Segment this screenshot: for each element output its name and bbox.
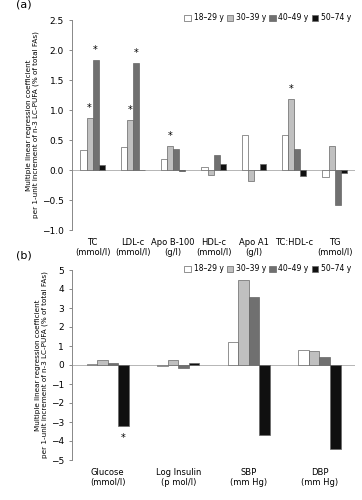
Bar — [294, 149, 300, 170]
Legend: 18–29 y, 30–39 y, 40–49 y, 50–74 y: 18–29 y, 30–39 y, 40–49 y, 50–74 y — [185, 14, 351, 22]
Bar — [220, 164, 226, 170]
Bar — [118, 365, 129, 426]
Bar — [282, 135, 288, 170]
Bar — [341, 170, 347, 173]
Bar — [87, 118, 93, 170]
Bar — [329, 146, 334, 170]
Bar — [108, 364, 118, 365]
Bar — [260, 365, 270, 435]
Text: (b): (b) — [16, 250, 32, 260]
Bar — [320, 358, 330, 365]
Bar — [87, 364, 97, 365]
Text: *: * — [121, 433, 126, 443]
Bar — [323, 170, 329, 177]
Bar — [121, 147, 127, 170]
Bar — [248, 170, 254, 181]
Legend: 18–29 y, 30–39 y, 40–49 y, 50–74 y: 18–29 y, 30–39 y, 40–49 y, 50–74 y — [185, 264, 351, 274]
Bar — [300, 170, 306, 176]
Bar — [298, 350, 309, 365]
Bar — [309, 351, 319, 365]
Y-axis label: Multiple linear regression coefficient
per 1-unit increment of n-3 LC-PUFA (% of: Multiple linear regression coefficient p… — [34, 272, 48, 458]
Bar — [161, 159, 167, 170]
Bar — [133, 63, 139, 170]
Bar — [93, 60, 98, 170]
Bar — [80, 150, 87, 170]
Text: *: * — [134, 48, 138, 58]
Text: *: * — [168, 130, 173, 141]
Text: (a): (a) — [16, 0, 31, 10]
Bar — [207, 170, 214, 175]
Bar — [202, 167, 207, 170]
Text: *: * — [87, 102, 92, 113]
Y-axis label: Multiple linear regression coefficient
per 1-unit increment of n-3 LC-PUFA (% of: Multiple linear regression coefficient p… — [26, 32, 39, 218]
Bar — [98, 165, 105, 170]
Bar — [173, 149, 179, 170]
Bar — [97, 360, 108, 365]
Text: *: * — [289, 84, 294, 94]
Bar — [330, 365, 341, 449]
Bar — [334, 170, 341, 205]
Bar — [157, 365, 168, 366]
Bar — [249, 297, 260, 365]
Bar — [288, 99, 294, 170]
Text: *: * — [93, 45, 98, 55]
Bar — [127, 120, 133, 170]
Bar — [238, 280, 249, 365]
Bar — [228, 342, 238, 365]
Bar — [189, 363, 199, 365]
Bar — [167, 146, 173, 170]
Bar — [178, 365, 189, 368]
Text: *: * — [127, 105, 132, 115]
Bar — [260, 164, 266, 170]
Bar — [179, 170, 185, 171]
Bar — [214, 155, 220, 170]
Bar — [242, 135, 248, 170]
Bar — [168, 360, 178, 365]
